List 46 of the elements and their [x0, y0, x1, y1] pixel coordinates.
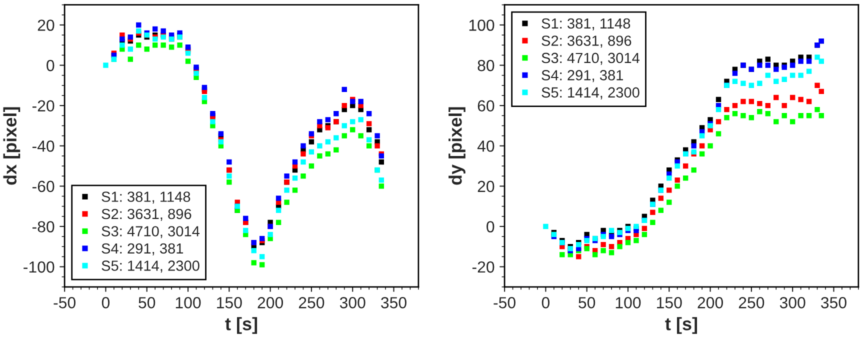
x-tick-label: -50 [494, 297, 516, 308]
legend-label: S1: 381, 1148 [102, 192, 190, 204]
x-tick-label: 0 [102, 297, 110, 308]
y-tick-label: 0 [46, 60, 54, 72]
y-tick-label: -20 [32, 100, 54, 112]
y-tick-label: 100 [469, 20, 494, 31]
x-tick-label: 150 [657, 297, 682, 308]
x-tick-label: 350 [381, 297, 406, 308]
y-tick-label: -20 [472, 261, 494, 273]
x-tick-label: 350 [821, 297, 846, 308]
x-tick-label: 250 [738, 297, 764, 308]
legend-label: S3: 4710, 3014 [102, 226, 200, 238]
x-tick-label: 50 [578, 297, 596, 308]
x-tick-label: 250 [298, 297, 324, 308]
legend-label: S5: 1414, 2300 [102, 260, 200, 273]
y-tick-label: 20 [478, 180, 494, 192]
y-tick-label: 80 [478, 60, 494, 72]
y-tick-label: -100 [24, 261, 54, 273]
y-tick-label: -40 [32, 140, 54, 152]
x-tick-label: 200 [258, 297, 284, 308]
x-tick-label: 0 [542, 297, 550, 308]
y-tick-label: -60 [32, 180, 54, 192]
y-tick-label: 0 [486, 221, 494, 232]
x-tick-label: 300 [780, 297, 806, 308]
legend-label: S4: 291, 381 [102, 243, 184, 256]
legend-label: S5: 1414, 2300 [542, 87, 640, 100]
legend-label: S3: 4710, 3014 [542, 52, 640, 65]
x-tick-label: 300 [340, 297, 366, 308]
y-axis-title: dy [pixel] [448, 107, 466, 185]
legend-label: S4: 291, 381 [542, 70, 623, 82]
x-tick-label: -50 [54, 297, 76, 308]
y-tick-label: -80 [32, 221, 54, 232]
legend-label: S2: 3631, 896 [102, 208, 192, 221]
x-axis-title: t [s] [225, 317, 258, 334]
legend-label: S2: 3631, 896 [542, 36, 632, 48]
x-tick-label: 50 [138, 297, 156, 308]
y-tick-label: 60 [478, 100, 494, 112]
x-axis-title: t [s] [665, 317, 698, 334]
x-tick-label: 100 [176, 297, 201, 308]
y-axis-title: dx [pixel] [3, 107, 20, 185]
x-tick-label: 150 [217, 297, 242, 308]
x-tick-label: 100 [616, 297, 641, 308]
y-tick-label: 40 [477, 140, 494, 152]
y-tick-label: 20 [38, 20, 54, 31]
x-tick-label: 200 [698, 297, 723, 308]
legend-label: S1: 381, 1148 [542, 18, 630, 30]
